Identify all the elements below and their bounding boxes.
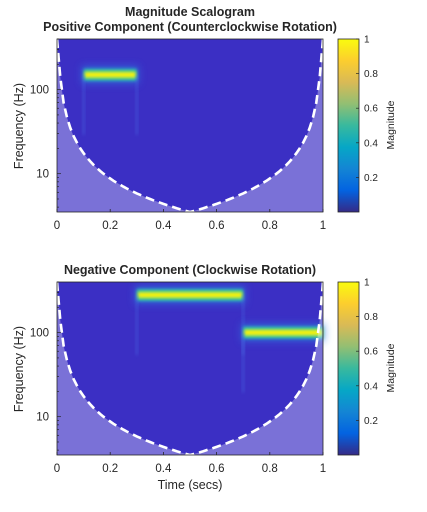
top-colorbar-tick-label: 0.6	[364, 104, 378, 115]
top-tone-0-edge-0	[82, 74, 86, 135]
bottom-colorbar-gradient	[337, 281, 360, 456]
bottom-x-tick-label: 0	[54, 463, 60, 475]
bottom-colorbar-tick-label: 0.8	[364, 312, 378, 323]
top-scalogram-plot: 0 0.2 0.4 0.6 0.8 1 10 100	[30, 38, 326, 232]
top-colorbar-tick-label: 0.8	[364, 69, 378, 80]
bottom-x-tick-label: 0.8	[262, 463, 278, 475]
bottom-x-tick-label: 0.2	[102, 463, 118, 475]
bottom-colorbar-label: Magnitude	[385, 343, 397, 392]
top-colorbar-label: Magnitude	[385, 100, 397, 149]
top-x-tick-label: 0	[54, 220, 60, 232]
bottom-panel-title: Negative Component (Clockwise Rotation)	[64, 263, 316, 277]
bottom-x-tick-label: 0.6	[209, 463, 225, 475]
top-y-tick-label: 100	[30, 85, 49, 97]
top-colorbar: Magnitude 0.2 0.4 0.6 0.8 1	[337, 35, 397, 213]
bottom-colorbar-tick-label: 1	[364, 278, 370, 289]
bottom-x-tick-label: 0.4	[155, 463, 172, 475]
bottom-tone-1-ridge	[244, 329, 322, 336]
bottom-colorbar-tick-label: 0.4	[364, 381, 378, 392]
top-x-tick-label: 1	[320, 220, 326, 232]
top-axes-box	[56, 38, 324, 213]
bottom-x-tick-label: 1	[320, 463, 326, 475]
bottom-coi-shade	[57, 282, 323, 455]
top-scalogram-panel: Positive Component (Counterclockwise Rot…	[12, 20, 397, 232]
top-panel-title: Positive Component (Counterclockwise Rot…	[43, 20, 337, 34]
top-x-tick-label: 0.2	[102, 220, 118, 232]
bottom-axes-box	[56, 281, 324, 456]
top-y-tick-label: 10	[36, 169, 49, 181]
bottom-colorbar-tick-label: 0.2	[364, 416, 378, 427]
top-y-axis-label: Frequency (Hz)	[12, 83, 26, 169]
top-colorbar-gradient	[337, 38, 360, 213]
bottom-y-tick-label: 100	[30, 328, 49, 340]
bottom-x-axis-label: Time (secs)	[158, 478, 223, 492]
top-colorbar-tick-label: 0.2	[364, 173, 378, 184]
bottom-colorbar-tick-label: 0.6	[364, 347, 378, 358]
bottom-tone-1-edge-0	[241, 332, 245, 393]
bottom-y-tick-label: 10	[36, 412, 49, 424]
bottom-scalogram-plot: 0 0.2 0.4 0.6 0.8 1 10 100	[30, 281, 326, 475]
top-tone-0-ridge	[84, 71, 136, 78]
bottom-y-axis-label: Frequency (Hz)	[12, 326, 26, 412]
top-x-tick-label: 0.8	[262, 220, 278, 232]
bottom-tone-0-ridge	[137, 292, 243, 299]
top-x-tick-label: 0.4	[155, 220, 172, 232]
bottom-scalogram-panel: Negative Component (Clockwise Rotation) …	[12, 263, 397, 492]
top-x-tick-label: 0.6	[209, 220, 225, 232]
bottom-colorbar: Magnitude 0.2 0.4 0.6 0.8 1	[337, 278, 397, 456]
top-colorbar-tick-label: 0.4	[364, 138, 378, 149]
bottom-tone-0-edge-0	[135, 295, 139, 356]
top-colorbar-tick-label: 1	[364, 35, 370, 46]
figure-title: Magnitude Scalogram	[125, 5, 255, 19]
bottom-plot-background	[57, 282, 323, 455]
top-tone-0-edge-1	[135, 74, 139, 135]
top-coi-shade	[57, 39, 323, 212]
